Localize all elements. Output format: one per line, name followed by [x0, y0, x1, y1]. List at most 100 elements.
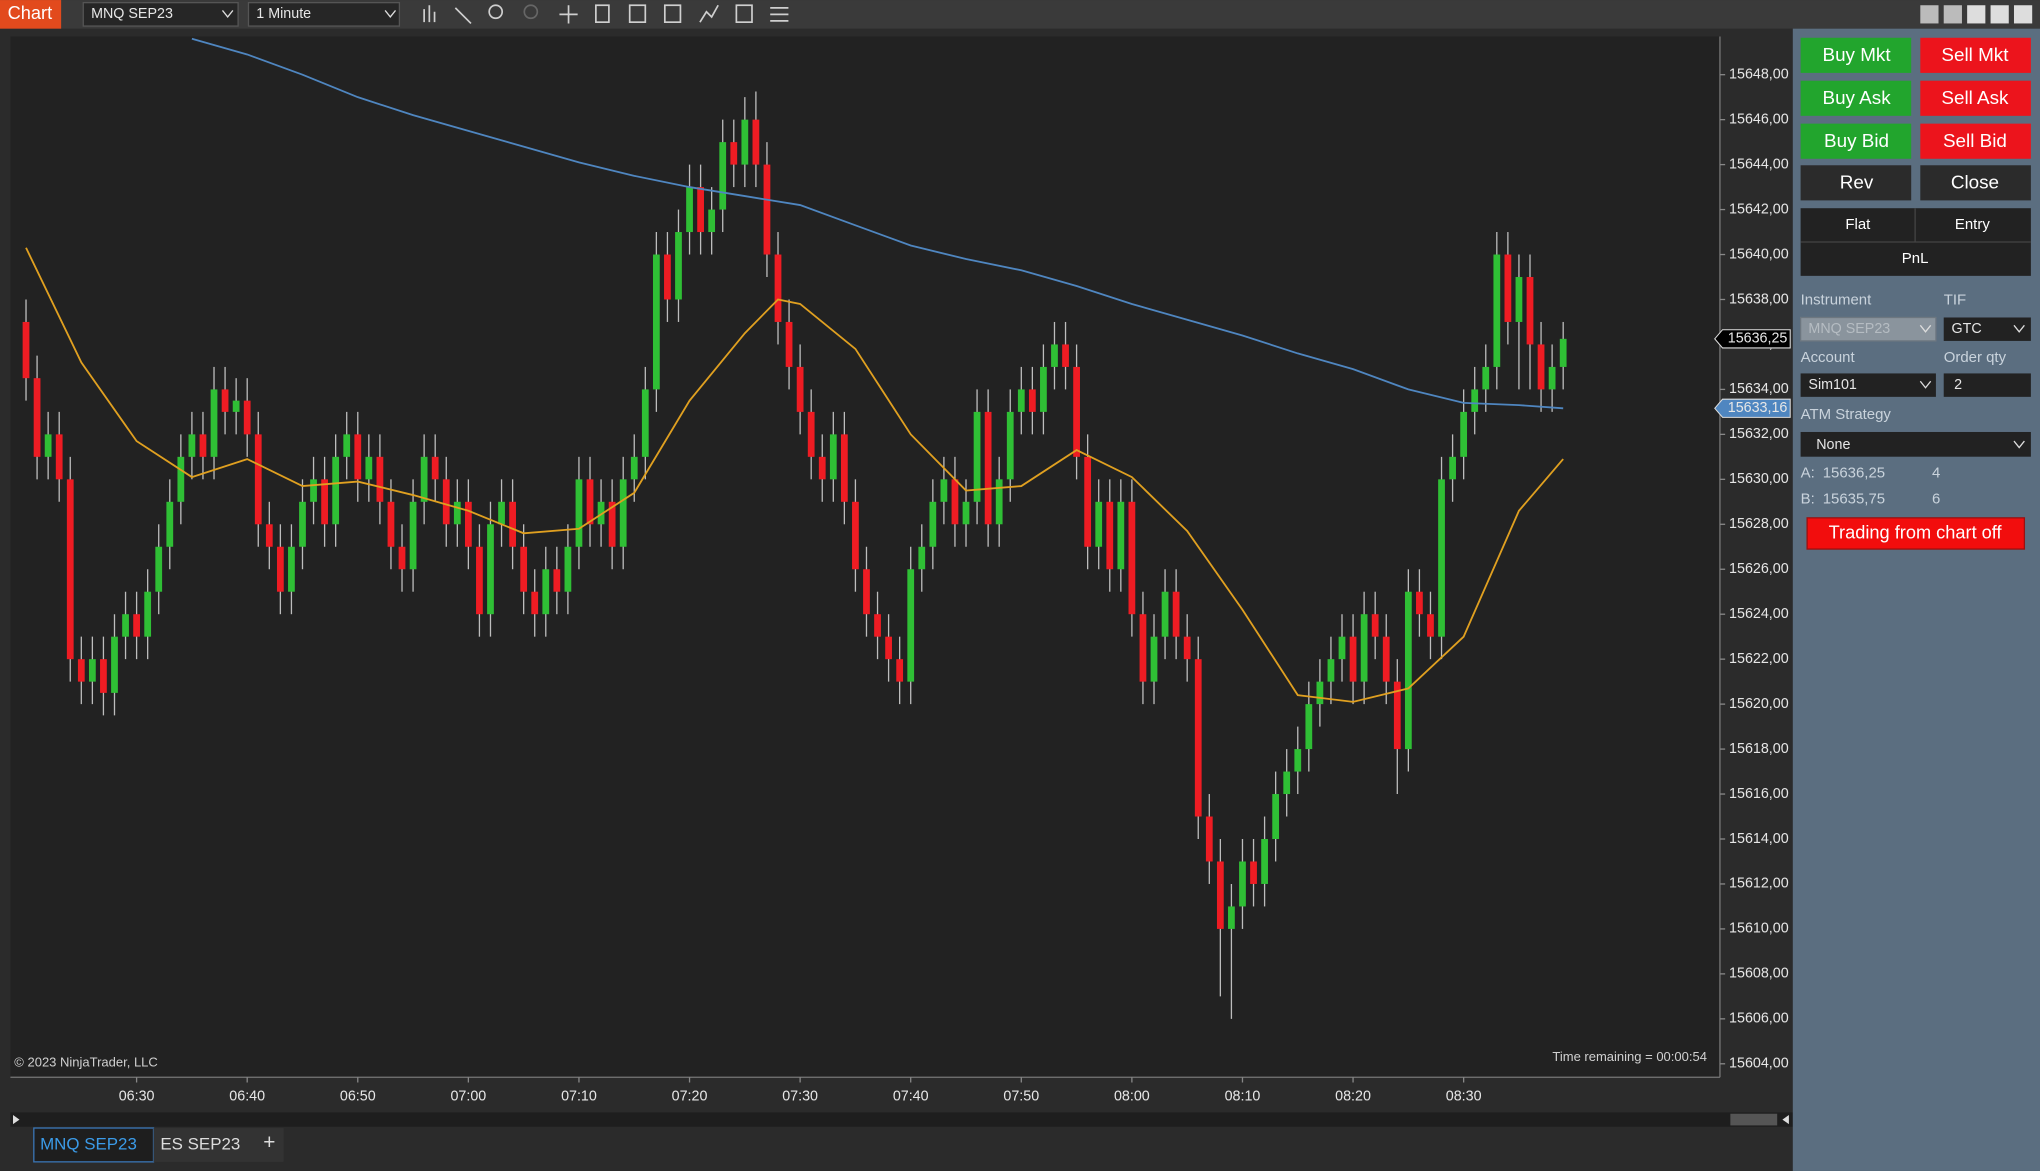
tab[interactable] [153, 1128, 255, 1162]
candle-body [166, 501, 174, 547]
window-button[interactable] [1943, 5, 1962, 24]
candle-body [1205, 816, 1213, 862]
close-window-button[interactable] [2013, 5, 2033, 24]
window-button[interactable] [1920, 5, 1939, 24]
candle-body [321, 479, 328, 525]
interval-text: 1 Minute [256, 6, 311, 22]
instrument-field[interactable] [1799, 316, 1937, 342]
chart-area[interactable] [10, 36, 1720, 1078]
scroll-thumb[interactable] [1730, 1113, 1778, 1126]
candle-body [1371, 614, 1379, 637]
sell-mkt-button[interactable] [1920, 37, 2031, 73]
x-tick-label: 06:50 [340, 1089, 376, 1105]
ask-size: 4 [1932, 465, 1940, 482]
candle-body [398, 546, 406, 570]
x-tick-label: 07:10 [561, 1089, 597, 1105]
qty-field[interactable] [1943, 373, 2031, 397]
candle-body [664, 254, 671, 300]
y-tick-label: 15618,00 [1729, 741, 1789, 757]
candle-body [840, 434, 848, 502]
menu-icon[interactable] [770, 7, 789, 22]
y-tick-label: 15610,00 [1729, 921, 1789, 937]
y-tick-label: 15640,00 [1729, 246, 1789, 262]
chart-trading-button[interactable] [1806, 517, 2026, 550]
buy-ask-button[interactable] [1800, 80, 1912, 116]
candle-body [354, 434, 362, 480]
candle-body [111, 636, 118, 693]
copyright: © 2023 NinjaTrader, LLC [14, 1054, 158, 1069]
candle-body [1272, 794, 1280, 839]
properties-icon[interactable] [595, 4, 610, 24]
add-tab[interactable] [255, 1128, 284, 1162]
candle-body [918, 546, 926, 570]
rev-button[interactable] [1800, 165, 1912, 201]
y-tick-label: 15634,00 [1729, 381, 1789, 397]
candle-body [542, 569, 550, 615]
tif-field[interactable] [1943, 317, 2031, 341]
candle-body [1161, 591, 1169, 637]
candle-body [619, 479, 627, 547]
atm-field[interactable] [1800, 431, 2031, 457]
candle-body [1216, 861, 1224, 929]
candle-body [376, 456, 384, 502]
candle-body [1482, 366, 1490, 390]
instrument-select[interactable] [82, 1, 239, 27]
candle-body [1117, 501, 1125, 570]
scrollbar[interactable] [10, 1112, 1793, 1127]
interval-select[interactable] [247, 1, 401, 27]
sell-bid-button[interactable] [1920, 123, 2031, 159]
x-tick-label: 07:50 [1003, 1089, 1039, 1105]
add-tab-label: + [263, 1131, 275, 1154]
y-tick-label: 15622,00 [1729, 651, 1789, 667]
instrument-text: MNQ SEP23 [91, 6, 173, 22]
x-tick-label: 06:40 [229, 1089, 265, 1105]
buy-mkt-button[interactable] [1800, 37, 1912, 73]
candle-body [686, 187, 693, 233]
candle-body [730, 142, 738, 165]
zoom-out-icon[interactable] [523, 4, 539, 20]
candle-body [1128, 501, 1136, 615]
x-tick-label: 08:00 [1114, 1089, 1150, 1105]
candle-body [310, 479, 317, 502]
candle-body [33, 378, 41, 457]
candle-body [630, 456, 638, 480]
bars-icon[interactable] [423, 5, 436, 23]
candle-body [265, 524, 273, 547]
candle-body [641, 389, 649, 457]
strategies-icon[interactable] [663, 4, 682, 24]
candle-body [44, 434, 52, 457]
candle-body [597, 501, 605, 525]
zoom-in-icon[interactable] [488, 4, 504, 20]
candle-body [144, 591, 152, 637]
candle-body [509, 501, 516, 547]
field-label: Instrument [1801, 292, 1872, 309]
field-value: Sim101 [1808, 377, 1857, 393]
moving-average [191, 37, 1564, 410]
plot [22, 37, 1567, 1019]
candle-body [652, 254, 660, 390]
x-tick-label: 08:10 [1225, 1089, 1261, 1105]
indicators-icon[interactable] [699, 4, 719, 23]
draw-icon[interactable] [454, 7, 472, 25]
minimize-button[interactable] [1967, 5, 1986, 24]
close-button[interactable] [1920, 165, 2031, 201]
tab-active[interactable] [33, 1127, 155, 1163]
dropdown-arrows [1919, 324, 2025, 449]
y-tick-label: 15648,00 [1729, 66, 1789, 82]
template-icon[interactable] [628, 4, 647, 24]
buy-bid-button[interactable] [1800, 123, 1912, 159]
candle-body [1294, 749, 1302, 772]
maximize-button[interactable] [1990, 5, 2009, 24]
candle-body [1172, 591, 1180, 637]
sell-ask-button[interactable] [1920, 80, 2031, 116]
candle-body [1515, 277, 1523, 322]
candle-body [752, 119, 760, 165]
account-field[interactable] [1800, 373, 1936, 397]
price-marker-label: 15636,25 [1728, 331, 1788, 347]
candle-body [796, 366, 804, 412]
candle-body [55, 434, 63, 480]
crosshair-icon[interactable] [559, 5, 578, 24]
field-value: None [1816, 437, 1850, 453]
data-box-icon[interactable] [735, 4, 753, 24]
candle-body [1559, 338, 1567, 367]
